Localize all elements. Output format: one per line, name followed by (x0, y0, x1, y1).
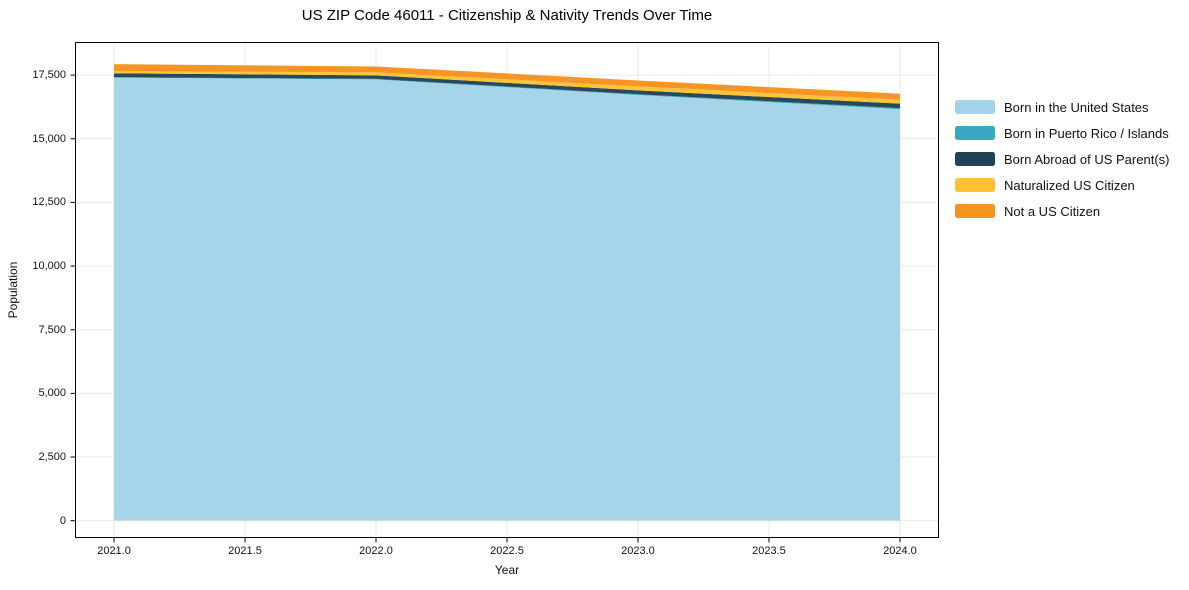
legend-swatch-icon (955, 152, 995, 166)
area-not-a-us-citizen (114, 64, 900, 100)
x-tick-label: 2021.0 (97, 545, 131, 557)
x-tick-label: 2024.0 (883, 545, 917, 557)
y-tick-label: 10,000 (32, 260, 66, 273)
legend-swatch-icon (955, 204, 995, 218)
legend-item-not-a-us-citizen: Not a US Citizen (955, 203, 1169, 219)
plot-border (75, 42, 939, 538)
legend-swatch-icon (955, 126, 995, 140)
legend-item-born-in-the-united-states: Born in the United States (955, 99, 1169, 115)
legend-label: Born in Puerto Rico / Islands (1004, 125, 1169, 141)
legend-item-born-in-puerto-rico-islands: Born in Puerto Rico / Islands (955, 125, 1169, 141)
x-tick-label: 2023.0 (621, 545, 655, 557)
area-born-in-the-united-states (114, 77, 900, 521)
legend-label: Born Abroad of US Parent(s) (1004, 151, 1170, 167)
x-axis-label: Year (494, 563, 520, 577)
legend-item-born-abroad-of-us-parent-s: Born Abroad of US Parent(s) (955, 151, 1170, 167)
legend-item-naturalized-us-citizen: Naturalized US Citizen (955, 177, 1169, 193)
legend-label: Not a US Citizen (1004, 203, 1101, 219)
y-tick-label: 0 (59, 514, 66, 527)
plot-svg (70, 42, 939, 543)
y-tick-label: 17,500 (32, 69, 66, 82)
y-tick-label: 7,500 (38, 323, 66, 336)
plot-area (70, 42, 939, 543)
legend-swatch-icon (955, 100, 995, 114)
x-tick-label: 2023.5 (752, 545, 786, 557)
chart-title: US ZIP Code 46011 - Citizenship & Nativi… (301, 7, 713, 24)
y-tick-label: 5,000 (38, 387, 66, 400)
y-tick-label: 12,500 (32, 196, 66, 209)
x-tick-label: 2022.5 (490, 545, 524, 557)
legend: Born in the United States Born in Puerto … (955, 100, 1169, 230)
y-tick-label: 15,000 (32, 132, 66, 145)
x-tick-label: 2021.5 (228, 545, 262, 557)
legend-label: Born in the United States (1004, 99, 1149, 115)
legend-label: Naturalized US Citizen (1004, 177, 1135, 193)
area-born-abroad-of-us-parent-s (114, 73, 900, 109)
y-tick-label: 2,500 (38, 451, 66, 464)
x-tick-label: 2022.0 (359, 545, 393, 557)
legend-swatch-icon (955, 178, 995, 192)
